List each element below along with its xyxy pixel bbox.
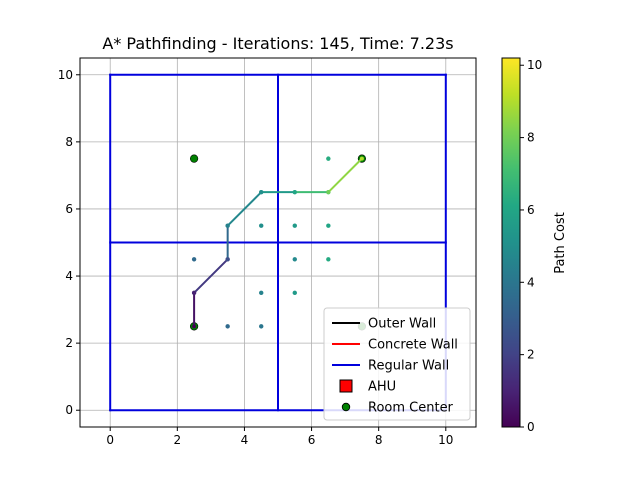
x-tick-label: 0 [106,433,114,447]
explored-node [292,257,297,262]
explored-node [225,324,230,329]
path-node [192,290,197,295]
legend-label: AHU [368,380,396,395]
legend-entry: AHU [339,379,396,395]
y-tick-label: 4 [65,269,73,283]
room-center [190,154,199,163]
explored-node [326,156,331,161]
y-tick-label: 8 [65,135,73,149]
legend-label: Regular Wall [368,359,449,374]
path-node [359,156,364,161]
path-segment [327,157,363,194]
explored-node [326,223,331,228]
y-tick-label: 2 [65,336,73,350]
axes-frame [79,57,477,428]
legend-label: Room Center [368,401,454,416]
colorbar-tick-label: 6 [527,203,535,217]
colorbar-tick-label: 2 [527,348,535,362]
y-ticks: 0 2 4 6 8 10 [58,68,80,417]
legend-box [323,307,471,421]
legend-entry: Concrete Wall [332,338,458,353]
colorbar-tick-label: 8 [527,131,535,145]
legend: Outer Wall Concrete Wall Regular Wall AHU Ro… [323,307,471,421]
path [192,156,364,329]
colorbar-tick-label: 10 [527,58,542,72]
path-node [259,190,264,195]
legend-swatch-circle [341,402,351,412]
explored-node [191,257,197,262]
explored-node [292,223,297,228]
x-tick-label: 10 [438,433,453,447]
x-tick-label: 4 [241,433,249,447]
legend-swatch-square [339,379,353,393]
x-tick-label: 6 [308,433,316,447]
path-node [225,223,230,228]
x-ticks: 0 2 4 6 8 10 [106,427,453,447]
path-node [326,190,331,195]
legend-label: Concrete Wall [368,338,458,353]
y-tick-label: 10 [58,68,73,82]
legend-entry: Outer Wall [332,317,436,332]
path-node [192,324,197,329]
explored-node [259,324,264,329]
explored-node [259,223,264,228]
chart-title: A* Pathfinding - Iterations: 145, Time: … [102,34,453,53]
legend-entry: Regular Wall [332,359,449,374]
legend-label: Outer Wall [368,317,436,332]
explored-node [292,290,297,296]
colorbar-tick-label: 0 [527,420,535,434]
x-tick-label: 8 [375,433,383,447]
x-tick-label: 2 [174,433,182,447]
y-tick-label: 6 [65,202,73,216]
colorbar-tick-label: 4 [527,275,535,289]
explored-node [259,290,264,296]
path-node [225,257,230,262]
path-segment [226,191,263,227]
explored-node [326,257,331,262]
legend-entry: Room Center [341,401,454,416]
y-tick-label: 0 [65,403,73,417]
path-segment [193,258,229,294]
colorbar: 0 2 4 6 8 10 Path Cost [501,57,568,434]
colorbar-gradient [501,57,521,428]
colorbar-label: Path Cost [553,212,568,274]
path-node [292,190,297,195]
